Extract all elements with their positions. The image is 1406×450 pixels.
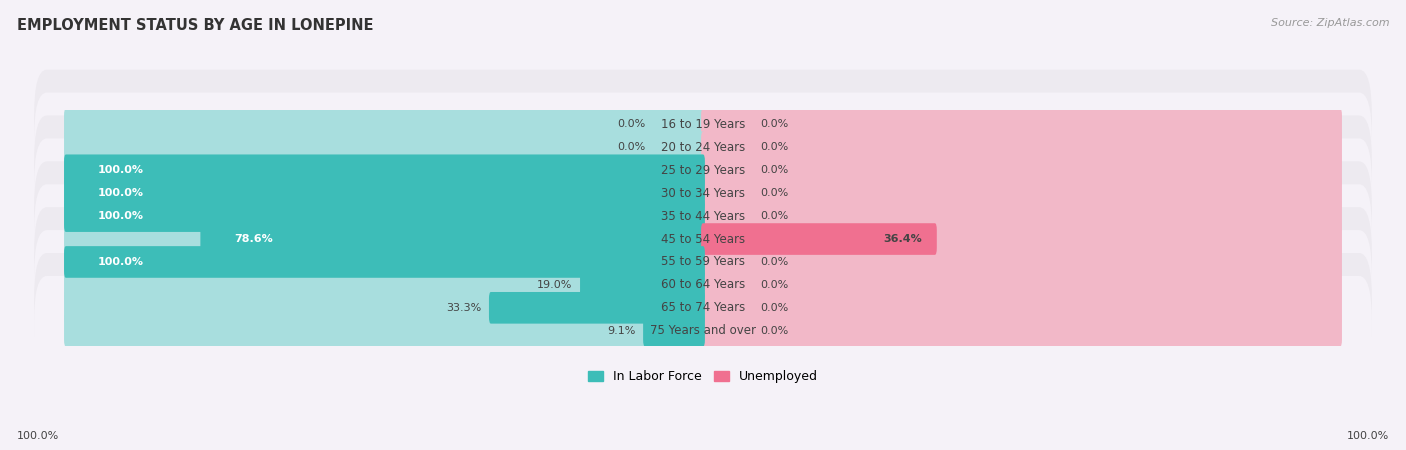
FancyBboxPatch shape [702, 315, 1341, 346]
FancyBboxPatch shape [201, 223, 704, 255]
FancyBboxPatch shape [702, 223, 1341, 255]
FancyBboxPatch shape [65, 154, 704, 186]
Text: 60 to 64 Years: 60 to 64 Years [661, 279, 745, 292]
FancyBboxPatch shape [65, 200, 704, 232]
FancyBboxPatch shape [702, 292, 1341, 324]
Text: Source: ZipAtlas.com: Source: ZipAtlas.com [1271, 18, 1389, 28]
Text: 0.0%: 0.0% [761, 303, 789, 313]
FancyBboxPatch shape [34, 253, 1372, 363]
FancyBboxPatch shape [34, 276, 1372, 386]
Text: 0.0%: 0.0% [617, 119, 645, 130]
FancyBboxPatch shape [65, 315, 704, 346]
Text: 19.0%: 19.0% [537, 280, 572, 290]
Text: 75 Years and over: 75 Years and over [650, 324, 756, 337]
Text: 20 to 24 Years: 20 to 24 Years [661, 141, 745, 154]
FancyBboxPatch shape [65, 131, 704, 163]
FancyBboxPatch shape [65, 200, 704, 232]
Text: 25 to 29 Years: 25 to 29 Years [661, 164, 745, 177]
FancyBboxPatch shape [65, 154, 704, 186]
FancyBboxPatch shape [702, 246, 1341, 278]
Text: 35 to 44 Years: 35 to 44 Years [661, 210, 745, 223]
FancyBboxPatch shape [65, 223, 704, 255]
FancyBboxPatch shape [34, 116, 1372, 225]
Text: 0.0%: 0.0% [761, 119, 789, 130]
FancyBboxPatch shape [489, 292, 704, 324]
FancyBboxPatch shape [34, 184, 1372, 294]
Text: 0.0%: 0.0% [761, 165, 789, 176]
Text: 100.0%: 100.0% [98, 211, 143, 221]
FancyBboxPatch shape [702, 131, 1341, 163]
Text: 100.0%: 100.0% [1347, 431, 1389, 441]
Text: 45 to 54 Years: 45 to 54 Years [661, 233, 745, 246]
Text: 65 to 74 Years: 65 to 74 Years [661, 302, 745, 314]
FancyBboxPatch shape [34, 230, 1372, 340]
FancyBboxPatch shape [65, 108, 704, 140]
Text: 0.0%: 0.0% [761, 326, 789, 336]
Text: 0.0%: 0.0% [761, 142, 789, 153]
Text: 16 to 19 Years: 16 to 19 Years [661, 118, 745, 131]
Text: 55 to 59 Years: 55 to 59 Years [661, 256, 745, 269]
FancyBboxPatch shape [34, 139, 1372, 248]
Text: 30 to 34 Years: 30 to 34 Years [661, 187, 745, 200]
FancyBboxPatch shape [65, 269, 704, 301]
FancyBboxPatch shape [643, 315, 704, 346]
Text: 100.0%: 100.0% [98, 257, 143, 267]
FancyBboxPatch shape [65, 177, 704, 209]
Text: 100.0%: 100.0% [98, 165, 143, 176]
Text: 36.4%: 36.4% [883, 234, 922, 244]
Text: 0.0%: 0.0% [617, 142, 645, 153]
FancyBboxPatch shape [34, 162, 1372, 271]
Text: 33.3%: 33.3% [446, 303, 481, 313]
FancyBboxPatch shape [65, 177, 704, 209]
Text: 9.1%: 9.1% [607, 326, 636, 336]
Text: 0.0%: 0.0% [761, 280, 789, 290]
FancyBboxPatch shape [65, 246, 704, 278]
Text: 100.0%: 100.0% [98, 188, 143, 198]
Text: 0.0%: 0.0% [761, 211, 789, 221]
FancyBboxPatch shape [702, 269, 1341, 301]
Text: 78.6%: 78.6% [235, 234, 273, 244]
Text: 0.0%: 0.0% [761, 257, 789, 267]
FancyBboxPatch shape [702, 200, 1341, 232]
FancyBboxPatch shape [702, 177, 1341, 209]
Text: EMPLOYMENT STATUS BY AGE IN LONEPINE: EMPLOYMENT STATUS BY AGE IN LONEPINE [17, 18, 374, 33]
FancyBboxPatch shape [65, 292, 704, 324]
FancyBboxPatch shape [702, 223, 936, 255]
Legend: In Labor Force, Unemployed: In Labor Force, Unemployed [583, 365, 823, 388]
Text: 0.0%: 0.0% [761, 188, 789, 198]
FancyBboxPatch shape [34, 207, 1372, 317]
FancyBboxPatch shape [581, 269, 704, 301]
FancyBboxPatch shape [702, 108, 1341, 140]
FancyBboxPatch shape [34, 93, 1372, 202]
FancyBboxPatch shape [65, 246, 704, 278]
Text: 100.0%: 100.0% [17, 431, 59, 441]
FancyBboxPatch shape [34, 70, 1372, 179]
FancyBboxPatch shape [702, 154, 1341, 186]
